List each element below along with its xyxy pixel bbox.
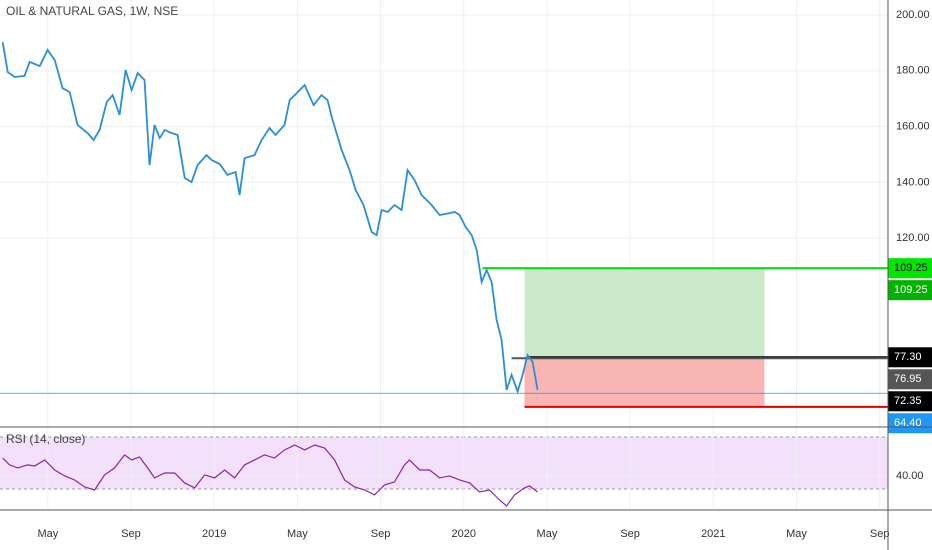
price-tag-label: 72.35 (894, 395, 922, 407)
y-tick-label: 180.00 (896, 65, 930, 77)
x-tick-label: 2020 (452, 528, 476, 540)
y-tick-label: 140.00 (896, 176, 930, 188)
pane-title: OIL & NATURAL GAS, 1W, NSE (6, 4, 178, 18)
target-zone (524, 268, 765, 358)
y-tick-label: 200.00 (896, 9, 930, 21)
x-tick-label: Sep (371, 528, 391, 540)
price-tag-label: 76.95 (894, 373, 922, 385)
x-tick-label: Sep (121, 528, 141, 540)
price-tag-label: 77.30 (894, 351, 922, 363)
x-tick-label: Sep (870, 528, 890, 540)
price-tag-label: 64.40 (894, 417, 922, 429)
price-line-series (1, 41, 539, 395)
price-tag (888, 280, 932, 301)
y-tick-label: 120.00 (896, 232, 930, 244)
rsi-band (0, 436, 888, 489)
price-tag (888, 369, 932, 390)
price-tag (888, 391, 932, 412)
pane-title: RSI (14, close) (6, 432, 85, 446)
price-tag-label: 109.25 (894, 284, 928, 296)
x-tick-label: May (37, 528, 58, 540)
x-tick-label: May (287, 528, 308, 540)
x-tick-label: May (786, 528, 807, 540)
stop-zone (524, 357, 765, 407)
y-tick-label: 160.00 (896, 121, 930, 133)
x-tick-label: 2019 (202, 528, 226, 540)
price-tag (888, 347, 932, 368)
y-tick-label: 40.00 (896, 470, 924, 482)
x-tick-label: 2021 (701, 528, 725, 540)
x-tick-label: May (537, 528, 558, 540)
price-line-series (2, 444, 538, 507)
price-tag (888, 258, 932, 279)
price-tag-label: 109.25 (894, 262, 928, 274)
price-tag (888, 413, 932, 434)
x-tick-label: Sep (620, 528, 640, 540)
